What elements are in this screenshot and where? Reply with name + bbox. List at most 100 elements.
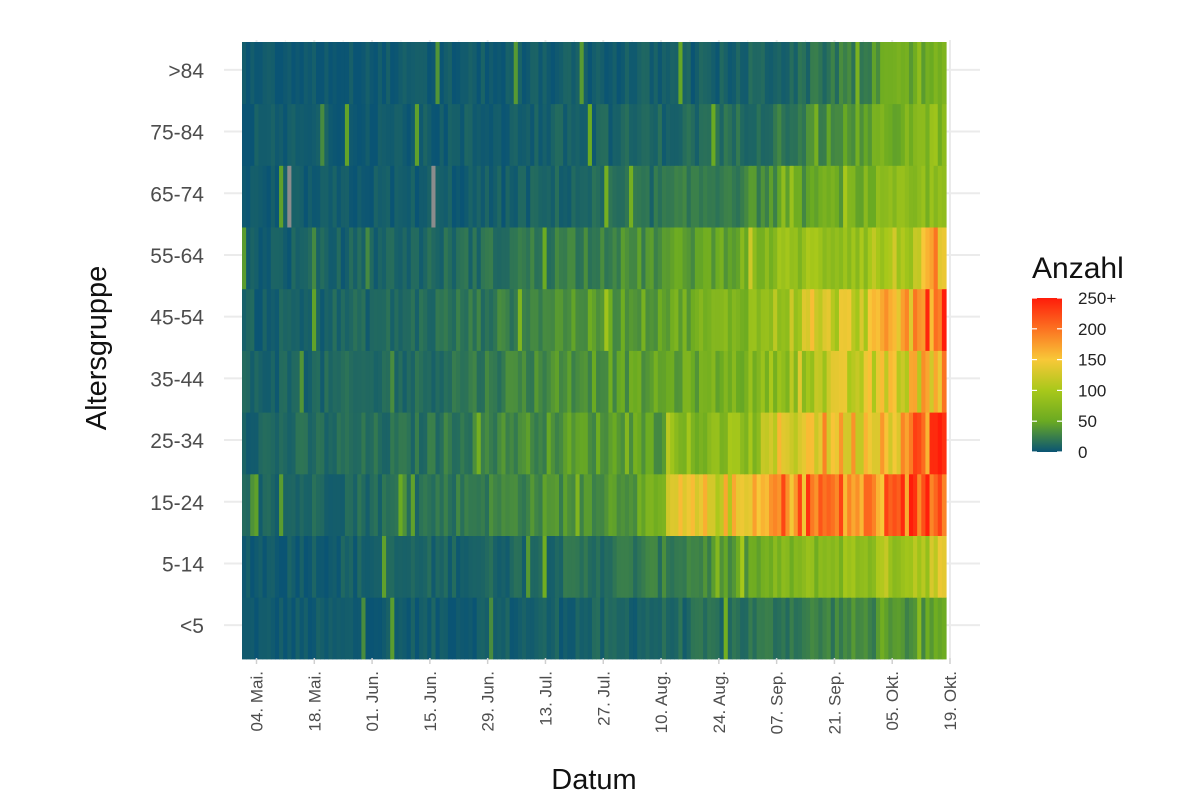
heatmap-cell — [661, 227, 667, 290]
heatmap-cell — [591, 227, 597, 290]
heatmap-cell — [328, 227, 334, 290]
heatmap-cell — [472, 165, 478, 228]
heatmap-cell — [542, 288, 548, 351]
heatmap-cell — [563, 535, 568, 598]
heatmap-cell — [340, 535, 346, 598]
heatmap-cell — [398, 103, 404, 166]
heatmap-cell — [834, 535, 840, 598]
heatmap-cell — [390, 535, 395, 598]
heatmap-cell — [431, 597, 437, 660]
heatmap-cell — [513, 597, 519, 660]
heatmap-cell — [855, 165, 861, 228]
heatmap-cell — [637, 597, 642, 660]
heatmap-cell — [604, 350, 610, 413]
heatmap-cell — [287, 473, 293, 536]
heatmap-cell — [789, 473, 795, 536]
heatmap-cell — [797, 103, 803, 166]
heatmap-cell — [921, 288, 927, 351]
heatmap-cell — [843, 597, 848, 660]
heatmap-cell — [703, 473, 708, 536]
heatmap-cell — [262, 597, 268, 660]
heatmap-cell — [476, 350, 482, 413]
heatmap-cell — [427, 288, 432, 351]
heatmap-cell — [513, 412, 519, 475]
heatmap-cell — [451, 597, 457, 660]
heatmap-cell — [764, 42, 770, 105]
heatmap-cell — [579, 350, 585, 413]
heatmap-cell — [913, 165, 918, 228]
heatmap-cell — [291, 535, 297, 598]
heatmap-cell — [423, 165, 428, 228]
heatmap-cell — [723, 227, 729, 290]
heatmap-cell — [616, 165, 622, 228]
heatmap-cell — [270, 165, 276, 228]
heatmap-cell — [612, 42, 618, 105]
heatmap-cell — [756, 597, 762, 660]
heatmap-cell — [900, 227, 906, 290]
heatmap-cell — [554, 103, 560, 166]
heatmap-cell — [505, 350, 511, 413]
heatmap-cell — [357, 227, 362, 290]
heatmap-cell — [855, 227, 861, 290]
heatmap-cell — [645, 412, 651, 475]
heatmap-cell — [332, 165, 338, 228]
heatmap-cell — [242, 288, 247, 351]
heatmap-cell — [270, 103, 276, 166]
heatmap-cell — [670, 288, 675, 351]
heatmap-cell — [563, 412, 568, 475]
heatmap-cell — [517, 165, 523, 228]
heatmap-cell — [703, 227, 708, 290]
heatmap-cell — [419, 473, 424, 536]
heatmap-cell — [521, 473, 527, 536]
heatmap-cell — [501, 412, 507, 475]
heatmap-cell — [896, 412, 902, 475]
heatmap-cell — [254, 473, 260, 536]
heatmap-cell — [307, 412, 313, 475]
heatmap-cell — [789, 103, 795, 166]
heatmap-cell — [711, 473, 717, 536]
heatmap-cell — [731, 350, 737, 413]
heatmap-cell — [760, 103, 766, 166]
heatmap-cell — [291, 473, 297, 536]
heatmap-cell — [299, 288, 305, 351]
heatmap-cell — [748, 42, 754, 105]
heatmap-cell — [773, 350, 778, 413]
heatmap-cell — [777, 597, 782, 660]
heatmap-cell — [871, 597, 877, 660]
heatmap-cell — [810, 597, 815, 660]
heatmap-cell — [847, 535, 852, 598]
heatmap-cell — [756, 473, 762, 536]
heatmap-cell — [768, 227, 774, 290]
heatmap-cell — [571, 103, 577, 166]
heatmap-cell — [736, 42, 741, 105]
heatmap-cell — [773, 227, 778, 290]
heatmap-cell — [534, 42, 540, 105]
heatmap-cell — [768, 103, 774, 166]
heatmap-cell — [340, 412, 346, 475]
heatmap-cell — [785, 412, 791, 475]
heatmap-cell — [579, 165, 585, 228]
heatmap-cell — [698, 288, 704, 351]
heatmap-cell — [242, 42, 247, 105]
heatmap-cell — [242, 412, 247, 475]
heatmap-cell — [633, 535, 638, 598]
heatmap-cell — [806, 165, 811, 228]
heatmap-cell — [316, 288, 321, 351]
heatmap-cell — [349, 103, 354, 166]
heatmap-cell — [682, 42, 688, 105]
heatmap-cell — [394, 597, 400, 660]
heatmap-cell — [534, 103, 540, 166]
heatmap-cell — [497, 227, 502, 290]
heatmap-cell — [390, 227, 395, 290]
heatmap-cell — [254, 103, 260, 166]
heatmap-cell — [266, 350, 272, 413]
heatmap-cell — [698, 473, 704, 536]
heatmap-cell — [645, 103, 651, 166]
heatmap-cell — [484, 227, 490, 290]
heatmap-cell — [431, 42, 437, 105]
heatmap-cell — [880, 597, 885, 660]
heatmap-cell — [521, 350, 527, 413]
heatmap-cell — [608, 535, 614, 598]
heatmap-cell — [563, 597, 568, 660]
heatmap-cell — [258, 597, 264, 660]
